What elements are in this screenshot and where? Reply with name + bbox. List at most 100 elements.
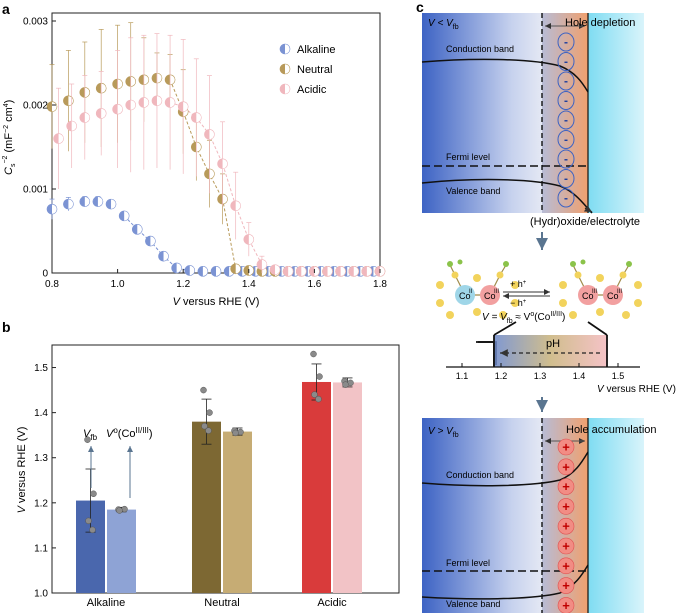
chart-a-ytick-label: 0.001 [23,185,48,196]
electron-charge [557,169,575,188]
replicate-dot [85,517,92,525]
semiconductor-bulk-bottom [422,418,542,613]
panel-label-c: c [416,0,424,15]
title-hole-accumulation: Hole accumulation [566,424,657,436]
legend-marker-half-acidic [280,84,285,94]
chart-b: Alkaline Neutral Acidic1.01.11.21.31.41.5 … [16,344,400,609]
chart-a-xtick-label: 1.0 [111,279,125,290]
ph-tick-label: 1.3 [534,371,547,381]
bar-acidic-vfb [302,381,331,593]
schematic-c: V < Vfb Hole depletion Conduction band F… [421,13,676,613]
ph-tick-label: 1.4 [573,371,586,381]
electron-sign: - [564,55,568,69]
point-half-neutral [79,87,85,98]
oxygen-atom [569,311,577,319]
cb-curve-bottom [421,451,589,487]
oxygen-atom [622,311,630,319]
chart-b-ytick-label: 1.4 [34,408,48,419]
oxygen-atom [559,299,567,307]
point-half-acidic [361,266,367,277]
point-half-alkaline [79,196,85,207]
chart-b-ytick-label: 1.3 [34,453,48,464]
point-half-acidic [138,97,144,108]
label-electrolyte: (Hydr)oxide/electrolyte [530,216,640,228]
oxygen-atom [473,308,481,316]
legend-label-alkaline: Alkaline [297,44,336,56]
hole-charge [557,557,575,575]
co-label-sup: III [617,289,622,295]
point-half-alkaline [211,266,216,277]
replicate-dot [311,391,318,398]
cb-curve-top [421,58,589,93]
co-atom [578,285,598,305]
chart-a-xtick-label: 1.6 [307,279,321,290]
ph-axis-label: V versus RHE (V) [597,384,676,395]
co-label-sup: III [494,289,499,295]
chart-b-ytick-label: 1.2 [34,498,48,509]
panel-label-b: b [2,319,11,335]
chart-a-ytick-label: 0.002 [23,101,48,112]
hole-charge [557,438,575,456]
replicate-dot [206,409,213,416]
co-label-sup: II [469,289,473,295]
fit-line-alkaline [123,215,190,271]
replicate-dot [342,381,349,388]
hole-charge [557,478,575,495]
point-half-neutral [125,76,131,87]
electrolyte-pointer [583,205,593,213]
hole-charge [557,458,575,476]
fit-line-acidic [169,102,289,272]
point-half-acidic [165,97,171,108]
replicate-dot [90,490,97,498]
hydrogen-atom [570,261,576,267]
electron-sign: - [564,152,568,166]
label-plus-h: + h+ [510,279,527,289]
replicate-dot [200,386,207,394]
label-fermi-top: Fermi level [446,152,490,162]
point-half-acidic [151,95,157,106]
bar-neutral-v0 [223,431,252,593]
point-half-acidic [204,129,210,140]
panel-label-a: a [2,1,10,17]
chart-a: 0.8 1.0 1.2 1.4 1.6 1.8 0 0.001 0.002 0.003 Cs−2 … [2,12,387,308]
oxygen-atom [496,271,504,279]
ph-scale: pH 1.1 1.2 1.3 1.4 1.5 V versus RHE (V) [446,321,676,395]
point-half-acidic [53,133,59,144]
label-minus-h: − h+ [510,298,527,308]
annotation-vfb: Vfb [83,428,98,442]
point-half-alkaline [106,199,112,210]
label-cb-top: Conduction band [446,44,514,54]
point-half-acidic [112,104,118,115]
point-half-acidic [96,108,102,119]
hole-sign: + [562,578,570,593]
legend-label-acidic: Acidic [297,84,327,96]
point-half-acidic [256,259,262,270]
oxygen-atom [446,311,454,319]
point-half-acidic [230,200,236,211]
band-diagram-top: V < Vfb Hole depletion Conduction band F… [421,13,644,228]
point-half-acidic [270,264,276,275]
point-half-neutral [165,74,171,85]
hole-charge [557,537,575,555]
electron-charge [557,110,575,130]
label-vb-bottom: Valence band [446,599,500,609]
chart-b-ytick-label: 1.1 [34,543,48,554]
oxygen-atom [596,274,604,282]
point-half-neutral [217,194,223,205]
chart-a-xtick-label: 0.8 [45,279,59,290]
bar-alkaline-v0 [107,509,136,593]
replicate-dot [315,395,322,403]
replicate-dot [232,429,239,437]
point-half-neutral [138,74,144,85]
chart-a-xtick-label: 1.2 [176,279,190,290]
chart-a-ytick-label: 0 [42,269,48,280]
point-half-alkaline [184,265,190,276]
title-hole-depletion: Hole depletion [565,17,635,29]
ph-tick-label: 1.1 [456,371,469,381]
label-cb-bottom: Conduction band [446,470,514,480]
label-vb-top: Valence band [446,186,500,196]
chart-a-xtick-label: 1.4 [242,279,256,290]
replicate-dot [116,507,123,514]
oxygen-atom [451,271,459,279]
point-half-alkaline [119,210,125,221]
